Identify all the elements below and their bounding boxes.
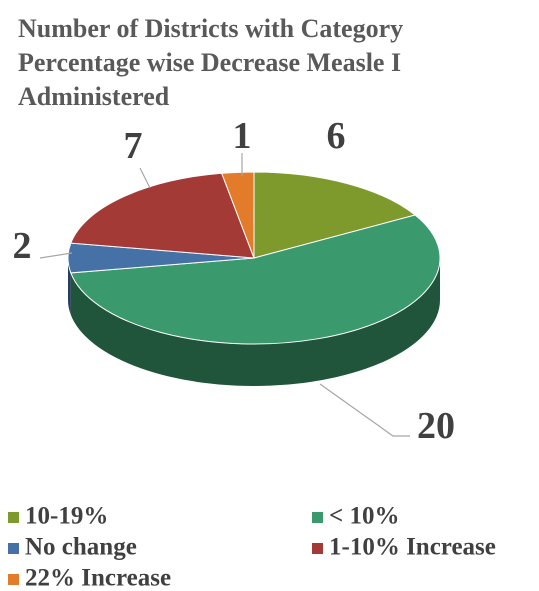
data-label: 7 (124, 125, 143, 167)
leader-line (39, 252, 73, 259)
legend-label: 22% Increase (25, 565, 171, 591)
data-label: 2 (13, 225, 32, 267)
pie-side (70, 258, 441, 386)
chart-title: Number of Districts with Category Percen… (18, 14, 404, 111)
data-label: 6 (327, 115, 346, 157)
legend-swatch (312, 512, 323, 523)
legend-label: No change (25, 534, 137, 561)
data-label: 20 (417, 405, 455, 447)
leader-line (139, 167, 151, 189)
data-label: 1 (233, 115, 252, 157)
leader-line (319, 383, 410, 437)
legend-label: 10-19% (25, 503, 108, 530)
legend-swatch (8, 512, 19, 523)
pie-slice (220, 171, 255, 259)
legend-swatch (312, 543, 323, 554)
legend-swatch (8, 543, 19, 554)
pie-slice (253, 171, 417, 259)
pie-slice (70, 214, 441, 345)
legend-label: < 10% (329, 503, 400, 530)
legend-label: 1-10% Increase (329, 534, 496, 561)
legend-swatch (8, 574, 19, 585)
pie-slice (70, 172, 255, 259)
